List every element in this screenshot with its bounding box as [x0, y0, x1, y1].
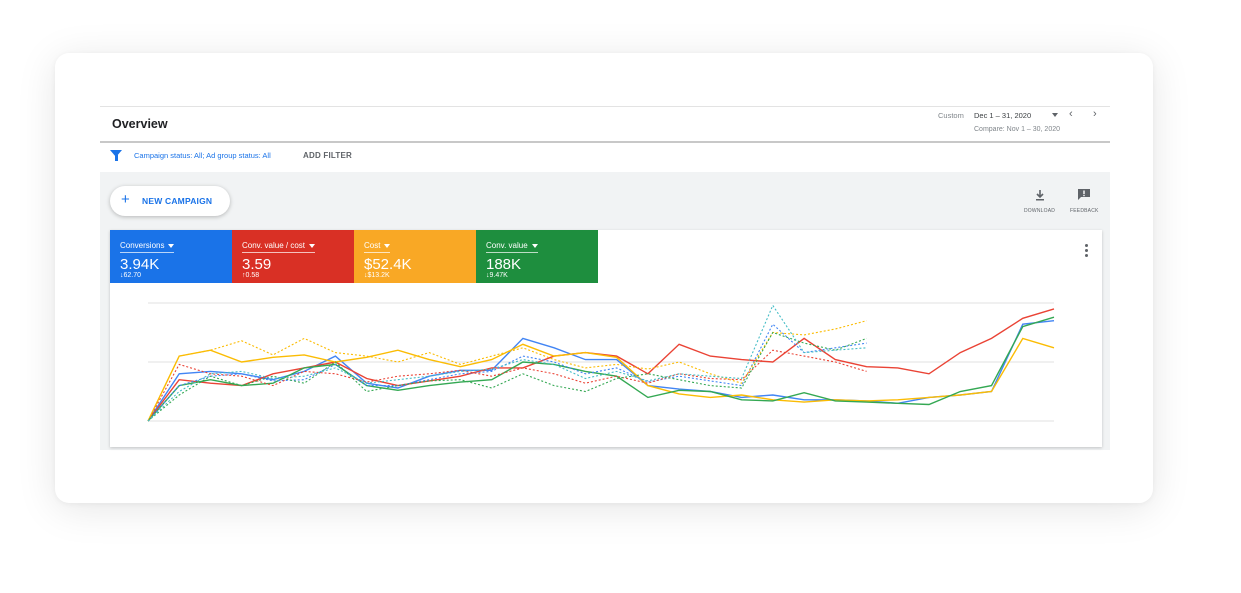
download-label: DOWNLOAD: [1024, 208, 1056, 214]
chevron-right-icon[interactable]: ›: [1093, 108, 1097, 120]
metric-name-text: Conv. value: [486, 241, 528, 250]
new-campaign-button[interactable]: + NEW CAMPAIGN: [110, 186, 230, 216]
comparison-series-line-6: [147, 320, 867, 422]
metric-value: $52.4K: [364, 256, 412, 273]
chevron-left-icon[interactable]: ‹: [1069, 108, 1073, 120]
feedback-button[interactable]: FEEDBACK: [1070, 188, 1099, 214]
date-range-selector[interactable]: Dec 1 – 31, 2020: [974, 111, 1032, 120]
metric-name: Conv. value: [486, 241, 538, 253]
metric-delta: ↓9.47K: [486, 272, 508, 279]
more-options-icon[interactable]: [1085, 244, 1088, 259]
metric-name-text: Conv. value / cost: [242, 241, 305, 250]
series-line-2: [147, 337, 1055, 422]
caret-down-icon: [531, 243, 538, 248]
feedback-icon: [1078, 189, 1091, 200]
metric-delta: ↓$13.2K: [364, 272, 390, 279]
metric-value: 3.59: [242, 256, 272, 273]
download-button[interactable]: DOWNLOAD: [1024, 188, 1055, 214]
series-line-0: [147, 320, 1055, 422]
performance-chart: [147, 302, 1055, 422]
metric-delta: ↑0.58: [242, 272, 260, 279]
filter-bar: Campaign status: All; Ad group status: A…: [100, 146, 1110, 166]
metric-name-text: Cost: [364, 241, 381, 250]
overview-header: Overview Custom Dec 1 – 31, 2020 ‹ › Com…: [100, 106, 1110, 143]
series-line-3: [147, 316, 1055, 422]
metric-name: Conv. value / cost: [242, 241, 315, 253]
caret-down-icon: [168, 243, 175, 248]
filter-icon[interactable]: [110, 150, 122, 157]
metric-tile-conv-value[interactable]: Conv. value 188K ↓9.47K: [476, 230, 598, 283]
comparison-series-line-8: [147, 304, 867, 422]
feedback-label: FEEDBACK: [1070, 208, 1099, 214]
metric-delta: ↓62.70: [120, 272, 142, 279]
compare-date-range: Compare: Nov 1 – 30, 2020: [974, 126, 1060, 133]
metric-value: 3.94K: [120, 256, 160, 273]
chevron-down-icon[interactable]: [1052, 113, 1058, 117]
new-campaign-label: NEW CAMPAIGN: [142, 196, 213, 206]
download-icon: [1035, 190, 1044, 201]
add-filter-button[interactable]: ADD FILTER: [303, 151, 352, 160]
metric-tile-conversions[interactable]: Conversions 3.94K ↓62.70: [110, 230, 232, 283]
metric-tile-cost[interactable]: Cost $52.4K ↓$13.2K: [354, 230, 476, 283]
filter-icon-stem: [114, 155, 118, 161]
caret-down-icon: [309, 243, 315, 248]
caret-down-icon: [384, 243, 391, 248]
metric-value: 188K: [486, 256, 522, 273]
metric-name: Cost: [364, 241, 391, 253]
status-filter[interactable]: Campaign status: All; Ad group status: A…: [134, 151, 271, 160]
page-title: Overview: [112, 117, 168, 131]
metric-name: Conversions: [120, 241, 175, 253]
metric-name-text: Conversions: [120, 241, 165, 250]
plus-icon: +: [121, 191, 130, 208]
date-range-label: Custom: [938, 111, 964, 120]
metric-tile-conv-value-cost[interactable]: Conv. value / cost 3.59 ↑0.58: [232, 230, 354, 283]
performance-panel: Conversions 3.94K ↓62.70 Conv. value / c…: [110, 230, 1102, 447]
comparison-series-line-5: [147, 349, 867, 422]
